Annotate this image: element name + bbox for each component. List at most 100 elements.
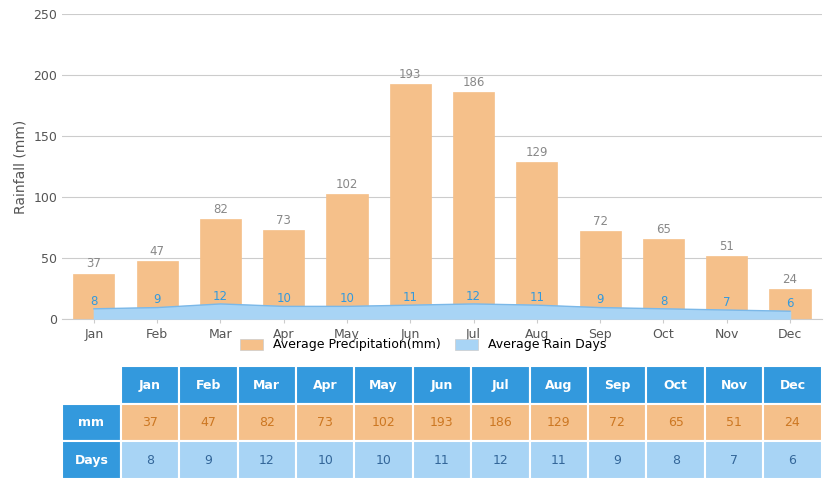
Text: 6: 6 <box>788 454 797 467</box>
Text: 186: 186 <box>462 76 485 89</box>
Bar <box>705 404 764 442</box>
Text: 7: 7 <box>730 454 738 467</box>
Text: 9: 9 <box>613 454 621 467</box>
Bar <box>237 442 296 479</box>
Text: 12: 12 <box>213 290 228 303</box>
Text: May: May <box>369 379 398 392</box>
Bar <box>643 240 684 319</box>
Bar <box>200 219 241 319</box>
Text: 72: 72 <box>593 215 608 228</box>
Bar <box>647 366 705 404</box>
Bar <box>530 442 588 479</box>
Text: 72: 72 <box>609 416 625 429</box>
Text: Days: Days <box>75 454 109 467</box>
Bar <box>764 442 822 479</box>
Bar <box>579 231 621 319</box>
Bar <box>705 442 764 479</box>
Text: Dec: Dec <box>779 379 806 392</box>
Text: 37: 37 <box>142 416 158 429</box>
Text: 8: 8 <box>660 295 667 308</box>
Bar <box>647 442 705 479</box>
Text: 10: 10 <box>339 292 354 305</box>
Text: Sep: Sep <box>604 379 631 392</box>
Text: 12: 12 <box>492 454 508 467</box>
Text: 8: 8 <box>671 454 680 467</box>
Bar <box>516 161 558 319</box>
Bar <box>62 404 120 442</box>
Text: 6: 6 <box>786 297 793 310</box>
Bar <box>706 256 747 319</box>
Text: 193: 193 <box>399 68 422 80</box>
Bar <box>62 366 120 404</box>
Bar <box>237 404 296 442</box>
Y-axis label: Rainfall (mm): Rainfall (mm) <box>14 119 28 214</box>
Bar <box>120 366 179 404</box>
Bar <box>296 404 354 442</box>
Bar <box>588 366 647 404</box>
Text: 11: 11 <box>403 291 417 304</box>
Text: 73: 73 <box>276 214 291 227</box>
Bar <box>354 366 413 404</box>
Legend: Average Precipitation(mm), Average Rain Days: Average Precipitation(mm), Average Rain … <box>235 333 612 356</box>
Bar <box>354 442 413 479</box>
Bar <box>413 366 471 404</box>
Text: 10: 10 <box>376 454 392 467</box>
Text: Jan: Jan <box>139 379 161 392</box>
Bar <box>62 442 120 479</box>
Bar <box>137 262 178 319</box>
Text: 51: 51 <box>720 240 735 253</box>
Text: Aug: Aug <box>545 379 573 392</box>
Text: 11: 11 <box>530 291 544 304</box>
Text: 65: 65 <box>667 416 684 429</box>
Text: 47: 47 <box>200 416 217 429</box>
Text: 73: 73 <box>317 416 333 429</box>
Text: 51: 51 <box>726 416 742 429</box>
Bar <box>237 366 296 404</box>
Bar <box>326 194 368 319</box>
Bar <box>471 442 530 479</box>
Text: Jun: Jun <box>431 379 453 392</box>
Bar <box>764 366 822 404</box>
Text: 129: 129 <box>525 146 548 159</box>
Text: 186: 186 <box>489 416 512 429</box>
Bar <box>120 404 179 442</box>
Text: 82: 82 <box>213 203 228 216</box>
Bar <box>263 230 305 319</box>
Text: Nov: Nov <box>720 379 748 392</box>
Text: 65: 65 <box>656 223 671 237</box>
Bar <box>179 404 237 442</box>
Bar <box>179 442 237 479</box>
Text: 7: 7 <box>723 296 730 309</box>
Text: Apr: Apr <box>313 379 338 392</box>
Bar <box>705 366 764 404</box>
Bar <box>413 442 471 479</box>
Text: 8: 8 <box>146 454 154 467</box>
Bar <box>769 289 811 319</box>
Text: 47: 47 <box>149 245 164 258</box>
Text: mm: mm <box>79 416 105 429</box>
Text: 82: 82 <box>259 416 275 429</box>
Text: 8: 8 <box>90 295 98 308</box>
Text: 24: 24 <box>783 274 798 286</box>
Bar <box>354 404 413 442</box>
Bar <box>588 404 647 442</box>
Bar <box>413 404 471 442</box>
Bar <box>390 84 431 319</box>
Text: 12: 12 <box>259 454 275 467</box>
Bar <box>530 366 588 404</box>
Text: Jul: Jul <box>491 379 510 392</box>
Text: 102: 102 <box>372 416 395 429</box>
Text: 9: 9 <box>154 293 161 307</box>
Bar <box>296 442 354 479</box>
Text: Mar: Mar <box>253 379 281 392</box>
Text: 11: 11 <box>434 454 450 467</box>
Bar <box>471 366 530 404</box>
Bar <box>647 404 705 442</box>
Text: 9: 9 <box>204 454 212 467</box>
Text: 10: 10 <box>317 454 333 467</box>
Bar <box>179 366 237 404</box>
Text: 10: 10 <box>276 292 291 305</box>
Bar <box>471 404 530 442</box>
Bar <box>296 366 354 404</box>
Text: 11: 11 <box>551 454 567 467</box>
